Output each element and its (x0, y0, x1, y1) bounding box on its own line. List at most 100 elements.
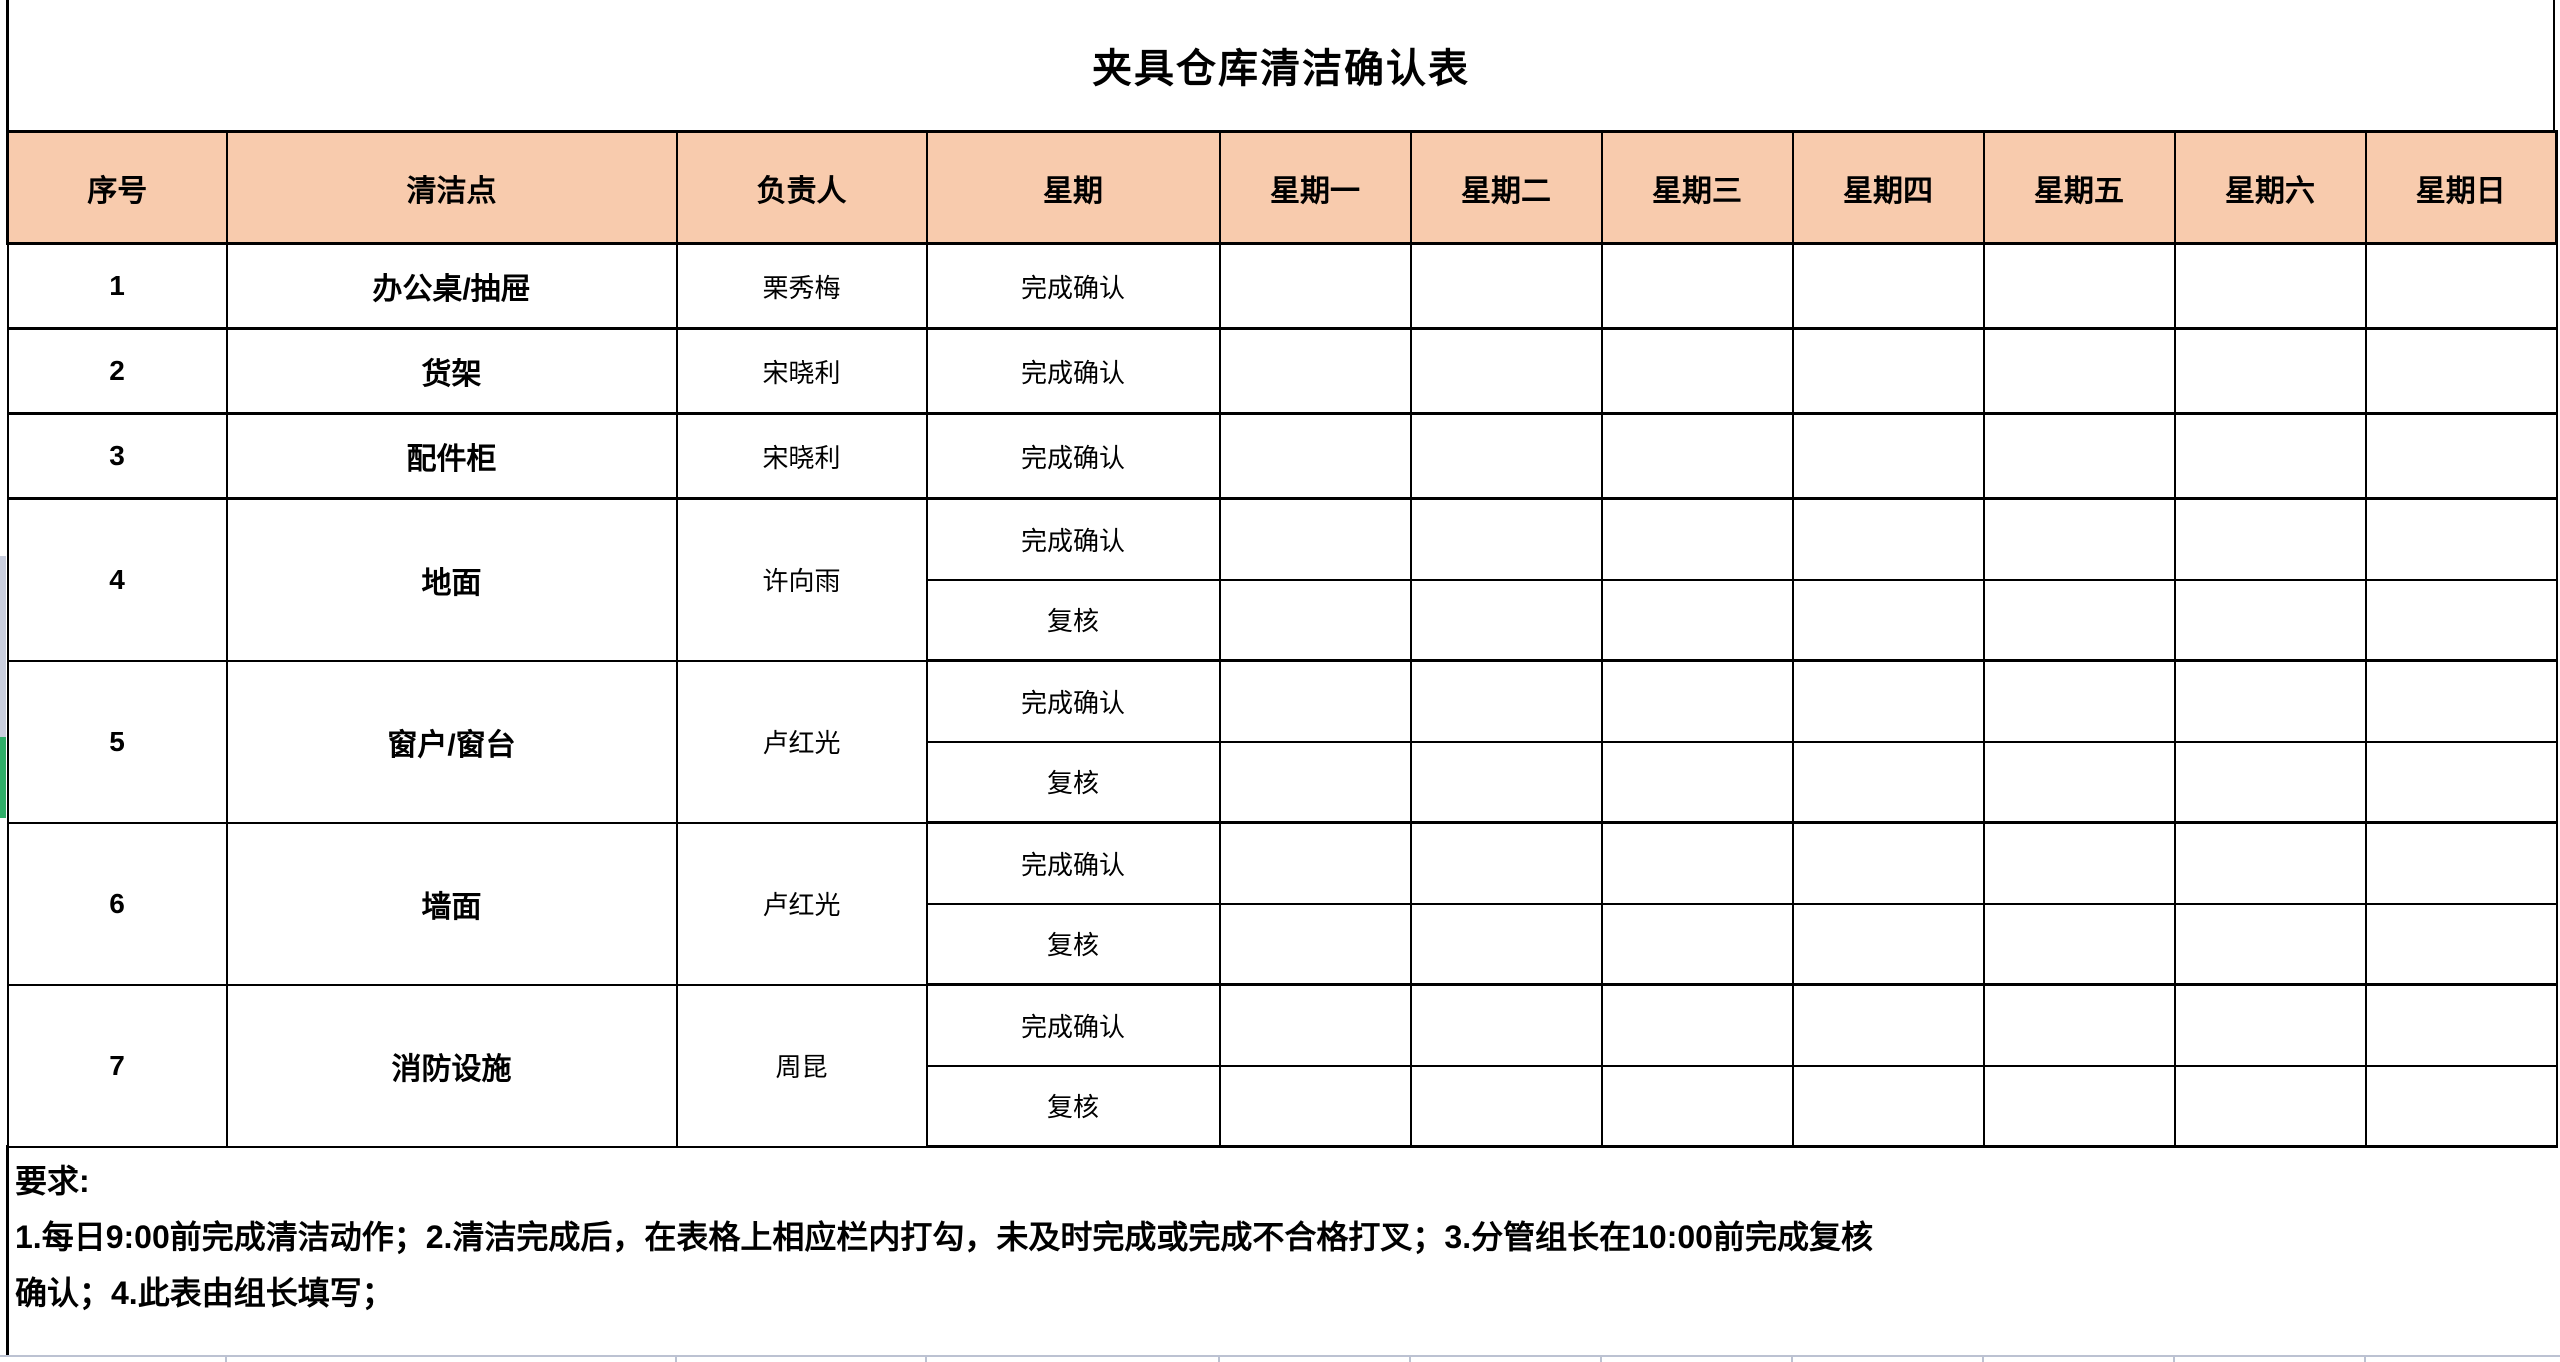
day-cell[interactable] (1218, 902, 1412, 986)
day-cell[interactable] (1791, 327, 1985, 415)
day-cell[interactable] (1791, 412, 1985, 500)
day-cell[interactable] (2173, 242, 2367, 330)
day-cell[interactable] (2364, 578, 2558, 662)
day-cell[interactable] (1791, 902, 1985, 986)
day-cell[interactable] (1218, 327, 1412, 415)
day-cell[interactable] (1791, 578, 1985, 662)
day-cell[interactable] (1791, 242, 1985, 330)
day-cell[interactable] (2364, 821, 2558, 905)
day-cell[interactable] (2364, 497, 2558, 581)
day-cell[interactable] (2364, 740, 2558, 824)
day-cell[interactable] (2173, 497, 2367, 581)
day-cell[interactable] (2173, 740, 2367, 824)
grid-tick (225, 1357, 227, 1362)
day-cell[interactable] (1791, 983, 1985, 1067)
grid-tick (1982, 1357, 1984, 1362)
day-cell[interactable] (1409, 740, 1603, 824)
day-cell[interactable] (1409, 412, 1603, 500)
day-cell[interactable] (1982, 1064, 2176, 1148)
day-cell[interactable] (1982, 659, 2176, 743)
day-cell[interactable] (1218, 242, 1412, 330)
day-cell[interactable] (2173, 659, 2367, 743)
row-number: 2 (6, 327, 228, 415)
day-cell[interactable] (2364, 659, 2558, 743)
column-header: 星期 (925, 130, 1221, 245)
day-cell[interactable] (1982, 578, 2176, 662)
stage-label: 完成确认 (925, 497, 1221, 581)
day-cell[interactable] (1218, 412, 1412, 500)
requirements-label: 要求: (15, 1163, 90, 1199)
day-cell[interactable] (1409, 1064, 1603, 1148)
day-cell[interactable] (1791, 821, 1985, 905)
day-cell[interactable] (2364, 1064, 2558, 1148)
day-cell[interactable] (2173, 1064, 2367, 1148)
day-cell[interactable] (1600, 902, 1794, 986)
header-row: 序号 清洁点 负责人 星期 星期一 星期二 星期三 星期四 星期五 星期六 星期日 (6, 130, 2558, 245)
day-cell[interactable] (1409, 659, 1603, 743)
table-row: 1 办公桌/抽屉 栗秀梅 完成确认 (6, 242, 2558, 330)
day-cell[interactable] (1600, 242, 1794, 330)
column-header: 序号 (6, 130, 228, 245)
day-cell[interactable] (1409, 497, 1603, 581)
day-cell[interactable] (1600, 1064, 1794, 1148)
day-cell[interactable] (1982, 740, 2176, 824)
day-cell[interactable] (1982, 242, 2176, 330)
day-cell[interactable] (2173, 412, 2367, 500)
day-cell[interactable] (2173, 821, 2367, 905)
day-cell[interactable] (1409, 327, 1603, 415)
day-cell[interactable] (1791, 1064, 1985, 1148)
day-cell[interactable] (1982, 497, 2176, 581)
day-cell[interactable] (1600, 983, 1794, 1067)
day-cell[interactable] (2364, 983, 2558, 1067)
day-cell[interactable] (2364, 242, 2558, 330)
cleaning-point: 办公桌/抽屉 (225, 242, 678, 330)
day-cell[interactable] (1409, 821, 1603, 905)
day-cell[interactable] (2364, 902, 2558, 986)
day-cell[interactable] (1600, 497, 1794, 581)
day-cell[interactable] (1218, 740, 1412, 824)
day-cell[interactable] (2364, 327, 2558, 415)
day-cell[interactable] (2173, 327, 2367, 415)
owner-name: 宋晓利 (675, 327, 928, 415)
day-cell[interactable] (1218, 1064, 1412, 1148)
day-cell[interactable] (1791, 497, 1985, 581)
grid-tick (1791, 1357, 1793, 1362)
day-cell[interactable] (2173, 983, 2367, 1067)
day-cell[interactable] (1600, 578, 1794, 662)
day-cell[interactable] (1982, 412, 2176, 500)
day-cell[interactable] (1982, 983, 2176, 1067)
day-cell[interactable] (1982, 327, 2176, 415)
day-cell[interactable] (1600, 327, 1794, 415)
owner-name: 许向雨 (675, 497, 928, 662)
day-cell[interactable] (2173, 902, 2367, 986)
day-cell[interactable] (1600, 821, 1794, 905)
stage-label: 完成确认 (925, 659, 1221, 743)
day-cell[interactable] (1409, 242, 1603, 330)
table-row: 4 地面 许向雨 完成确认 (6, 497, 2558, 662)
day-cell[interactable] (1791, 740, 1985, 824)
day-cell[interactable] (1409, 983, 1603, 1067)
day-cell[interactable] (1409, 578, 1603, 662)
day-cell[interactable] (1218, 983, 1412, 1067)
day-cell[interactable] (1218, 821, 1412, 905)
row-number: 4 (6, 497, 228, 662)
grid-tick (675, 1357, 677, 1362)
day-cell[interactable] (2173, 578, 2367, 662)
day-cell[interactable] (1600, 740, 1794, 824)
day-cell[interactable] (1600, 412, 1794, 500)
day-cell[interactable] (1982, 902, 2176, 986)
column-header: 星期一 (1218, 130, 1412, 245)
day-cell[interactable] (1218, 659, 1412, 743)
day-cell[interactable] (1218, 578, 1412, 662)
day-cell[interactable] (1600, 659, 1794, 743)
day-cell[interactable] (1409, 902, 1603, 986)
grid-tick (925, 1357, 927, 1362)
cleaning-confirmation-table: 序号 清洁点 负责人 星期 星期一 星期二 星期三 星期四 星期五 星期六 星期日 1 办公桌/抽屉 栗秀… (6, 130, 2558, 1148)
grid-tick (1218, 1357, 1220, 1362)
day-cell[interactable] (2364, 412, 2558, 500)
day-cell[interactable] (1982, 821, 2176, 905)
stage-label: 复核 (925, 740, 1221, 824)
stage-label: 完成确认 (925, 412, 1221, 500)
day-cell[interactable] (1218, 497, 1412, 581)
day-cell[interactable] (1791, 659, 1985, 743)
